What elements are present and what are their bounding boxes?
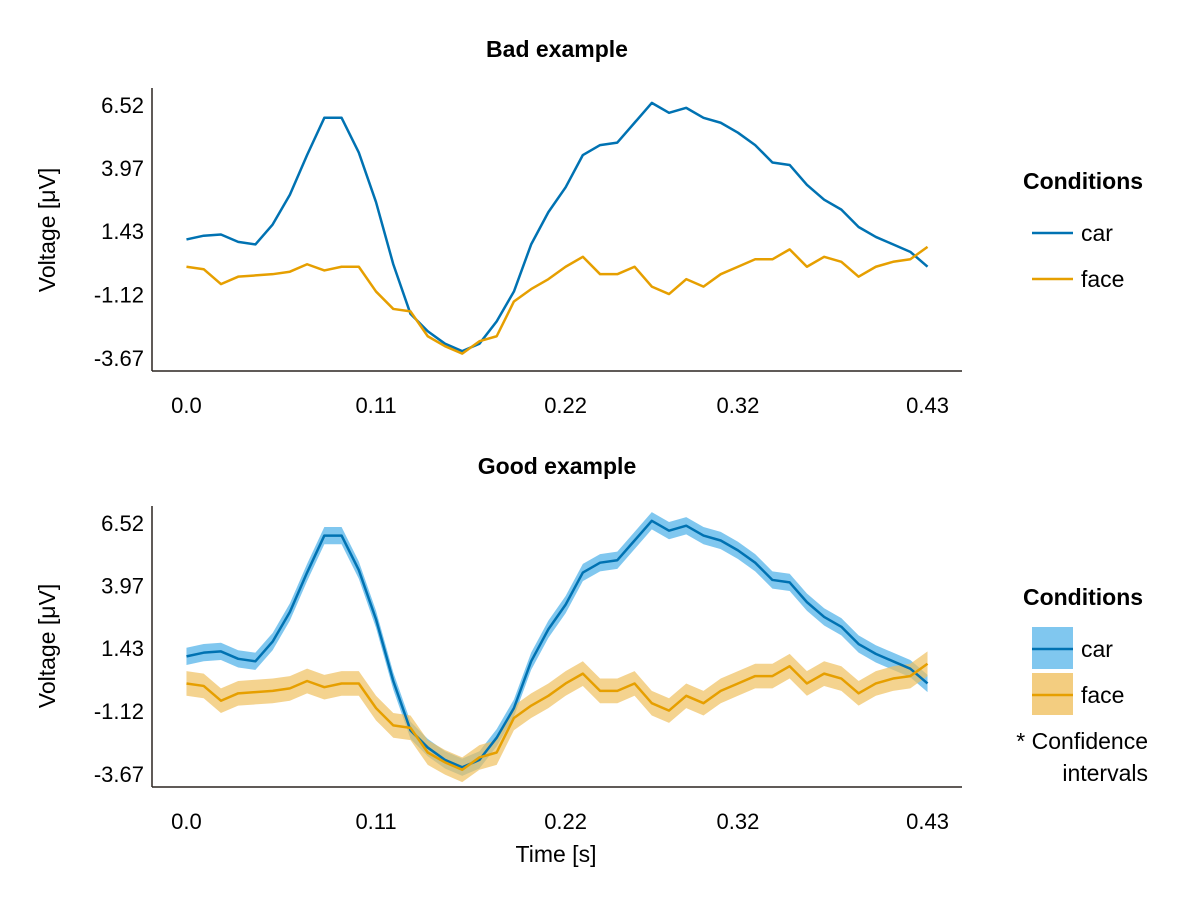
legend-label-face: face (1081, 266, 1124, 292)
y-axis-label: Voltage [μV] (34, 168, 60, 293)
x-tick-label: 0.32 (717, 393, 760, 418)
legend-label-car: car (1081, 220, 1113, 246)
legend-note-line1: * Confidence (1016, 728, 1148, 754)
y-tick-label: 6.52 (101, 511, 144, 536)
x-tick-label: 0.11 (355, 809, 396, 834)
ci-band-car (186, 512, 928, 776)
series-line-face (186, 662, 929, 771)
chart-title: Bad example (486, 36, 628, 62)
y-tick-label: -3.67 (94, 762, 144, 787)
y-tick-label: -3.67 (94, 346, 144, 371)
x-tick-label: 0.43 (906, 393, 949, 418)
legend: Conditions car face * Confidence interva… (1016, 584, 1148, 786)
x-tick-label: 0.22 (544, 809, 587, 834)
legend-note-line2: intervals (1062, 760, 1148, 786)
x-tick-label: 0.22 (544, 393, 587, 418)
panel-bad-example: Bad example 6.52 3.97 1.43 -1.12 -3.67 0.0 0.1… (34, 36, 1143, 418)
y-tick-label: 6.52 (101, 93, 144, 118)
y-tick-label: 1.43 (101, 219, 144, 244)
x-tick-label: 0.11 (355, 393, 396, 418)
y-tick-label: 3.97 (101, 574, 144, 599)
x-tick-label: 0.43 (906, 809, 949, 834)
legend-label-car: car (1081, 636, 1113, 662)
ci-band-face (186, 651, 928, 783)
plot-area: 6.52 3.97 1.43 -1.12 -3.67 0.0 0.11 0.22 0.32 0.4… (94, 88, 962, 418)
x-tick-label: 0.0 (171, 809, 202, 834)
legend-title: Conditions (1023, 584, 1143, 610)
series-line-car (186, 519, 929, 769)
chart-title: Good example (478, 453, 636, 479)
legend-label-face: face (1081, 682, 1124, 708)
panel-good-example: Good example 6.52 3.97 1.43 -1.12 -3.67 0.0 0.… (34, 453, 1148, 867)
y-tick-label: -1.12 (94, 699, 144, 724)
series-line-face (186, 245, 929, 355)
x-tick-label: 0.0 (171, 393, 202, 418)
y-tick-label: -1.12 (94, 283, 144, 308)
x-axis-label: Time [s] (516, 841, 597, 867)
legend-title: Conditions (1023, 168, 1143, 194)
series-line-car (186, 101, 929, 353)
y-tick-label: 3.97 (101, 156, 144, 181)
legend: Conditions car face (1023, 168, 1143, 292)
y-axis-label: Voltage [μV] (34, 584, 60, 709)
plot-area: 6.52 3.97 1.43 -1.12 -3.67 0.0 0.11 0.22 0.32 0.4… (94, 506, 962, 834)
x-tick-label: 0.32 (717, 809, 760, 834)
y-tick-label: 1.43 (101, 636, 144, 661)
